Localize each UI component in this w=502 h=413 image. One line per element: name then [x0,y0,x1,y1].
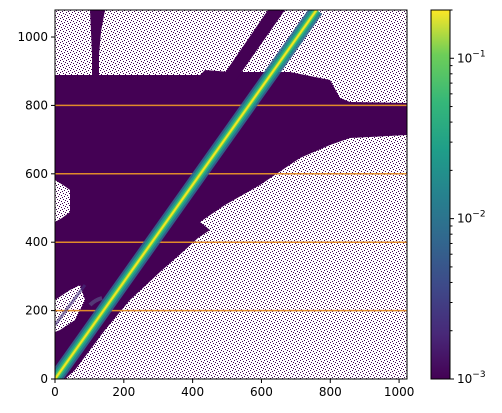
x-axis-ticks: 0 200 400 600 800 1000 [51,379,414,399]
x-tick-label: 0 [51,385,59,399]
diagonal-band [55,10,323,379]
y-axis-ticks: 0 200 400 600 800 1000 [17,30,55,386]
y-tick-label: 200 [25,304,48,318]
colorbar: 10−3 10−2 10−1 [430,9,486,386]
x-tick-label: 600 [250,385,273,399]
y-tick-label: 0 [40,372,48,386]
x-tick-label: 400 [181,385,204,399]
horizontal-lines [55,104,407,312]
plot-area [55,10,407,379]
colorbar-tick-label: 10−1 [457,49,486,65]
y-tick-label: 1000 [17,30,48,44]
faint-band-left [55,284,87,326]
colorbar-tick-label: 10−2 [457,210,486,226]
y-tick-label: 600 [25,167,48,181]
y-tick-label: 400 [25,235,48,249]
dark-column [90,10,105,75]
colorbar-tick-label: 10−3 [457,370,486,386]
dark-region-left-notch [55,180,70,222]
colorbar-body [430,9,451,380]
y-tick-label: 800 [25,98,48,112]
dark-region-main [55,70,407,379]
diagonal-band-layer [55,10,317,379]
colorbar-ticks: 10−3 10−2 10−1 [450,9,486,386]
axes-frame [54,9,408,380]
x-tick-label: 1000 [384,385,415,399]
x-tick-label: 800 [319,385,342,399]
x-tick-label: 200 [112,385,135,399]
faint-band-left-2 [88,296,103,307]
dark-diagonal-stripe [220,10,285,80]
